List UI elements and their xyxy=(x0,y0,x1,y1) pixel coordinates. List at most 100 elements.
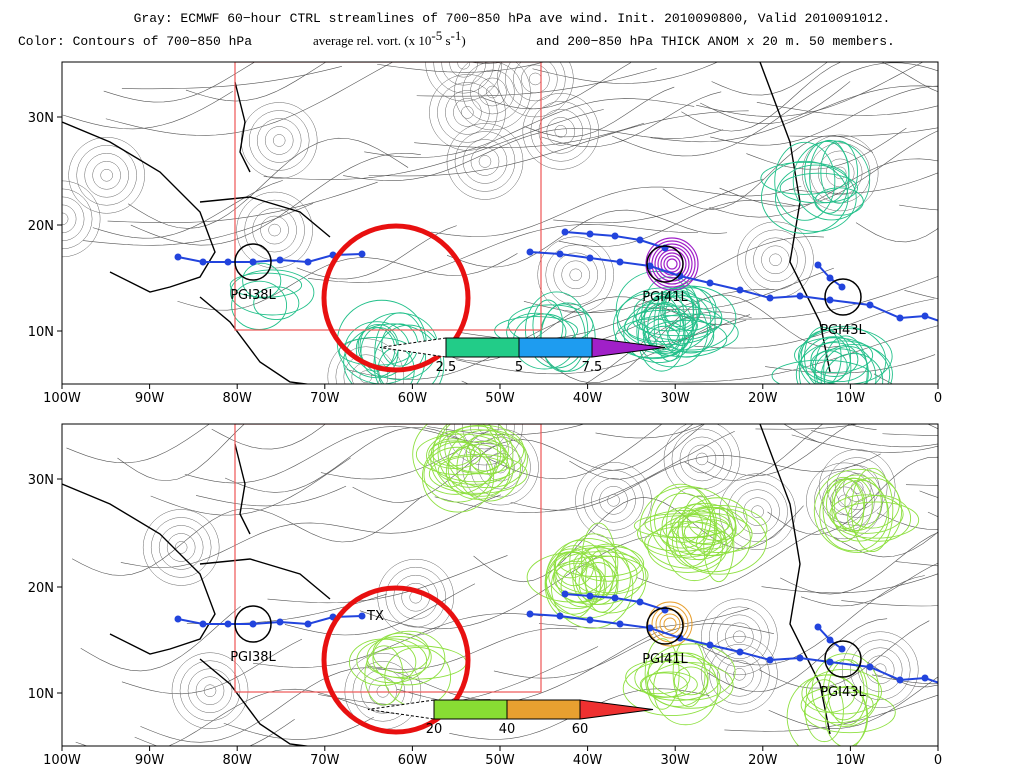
track-point xyxy=(766,656,774,664)
ensemble-contour xyxy=(412,424,499,495)
streamline xyxy=(611,62,938,157)
track xyxy=(177,253,363,264)
streamline xyxy=(343,128,724,181)
track-point xyxy=(921,674,929,682)
lat-label: 30N xyxy=(28,473,54,488)
track-point xyxy=(826,636,834,644)
lon-label: 10W xyxy=(836,753,866,768)
colorbar-box xyxy=(518,337,593,358)
streamline xyxy=(650,85,938,143)
streamline xyxy=(541,91,722,148)
streamline xyxy=(140,667,491,743)
streamline-eddy xyxy=(429,74,506,151)
streamline xyxy=(150,457,351,516)
ensemble-contour xyxy=(801,674,856,713)
streamline-eddy xyxy=(268,223,281,237)
streamline-eddy xyxy=(530,101,592,162)
title-sup: -5 xyxy=(431,28,442,43)
lon-label: 40W xyxy=(573,753,603,768)
ensemble-contour xyxy=(687,497,748,541)
title-part: s xyxy=(442,33,450,48)
streamline xyxy=(480,62,631,110)
ensemble-contour xyxy=(795,340,891,384)
streamline-eddy xyxy=(733,668,746,681)
ensemble-contour xyxy=(581,522,617,601)
ensemble-contour xyxy=(771,359,872,384)
map-panel: PGI38L PGI41L PGI43L xyxy=(62,62,938,384)
streamline-eddy xyxy=(554,125,568,138)
streamline-eddy xyxy=(743,497,772,526)
ensemble-contour xyxy=(823,335,868,384)
track-point xyxy=(636,236,644,244)
storm-label: PGI43L xyxy=(820,685,866,700)
streamline-eddy xyxy=(76,145,137,206)
streamline-eddy xyxy=(171,652,249,729)
storm-label: PGI41L xyxy=(642,652,688,667)
streamline-eddy xyxy=(709,606,770,668)
streamline xyxy=(882,433,938,436)
streamline-eddy xyxy=(769,253,782,267)
streamline xyxy=(195,485,347,507)
ensemble-contour xyxy=(469,440,509,475)
streamline xyxy=(681,62,938,132)
streamline-eddy xyxy=(478,424,491,434)
ensemble-contour xyxy=(647,325,680,353)
streamline-eddy xyxy=(343,354,389,384)
streamline xyxy=(710,85,938,146)
streamline-eddy xyxy=(709,644,770,705)
streamline-eddy xyxy=(327,338,405,384)
colorbar-label: 20 xyxy=(426,722,443,737)
ensemble-contour xyxy=(574,555,614,602)
streamline xyxy=(127,137,409,229)
streamline xyxy=(510,453,881,511)
title-part: ) xyxy=(461,33,465,48)
storm-circle xyxy=(234,605,272,643)
thick-core xyxy=(651,605,689,643)
track-point xyxy=(561,228,569,236)
ensemble-contour xyxy=(804,326,842,384)
streamline xyxy=(92,180,283,239)
streamline xyxy=(368,110,749,177)
ensemble-contour xyxy=(643,319,728,358)
streamline xyxy=(855,222,938,243)
ensemble-contour xyxy=(654,492,712,549)
streamline-eddy xyxy=(368,677,398,706)
ensemble-contour xyxy=(360,327,399,377)
streamline-eddy xyxy=(272,134,286,147)
ensemble-contour xyxy=(242,262,282,299)
streamline xyxy=(461,311,752,384)
streamline xyxy=(595,424,705,439)
ensemble-contour xyxy=(662,291,695,328)
colorbar-box xyxy=(445,337,520,358)
colorbar-label: 2.5 xyxy=(436,360,457,375)
streamline-eddy xyxy=(521,64,550,94)
streamline xyxy=(71,496,423,576)
streamline xyxy=(789,172,938,194)
track-point xyxy=(866,301,874,309)
streamline-eddy xyxy=(150,517,212,578)
ensemble-contour xyxy=(813,468,903,554)
title-part: average rel. vort. (x 10 xyxy=(313,33,431,48)
ensemble-contour xyxy=(760,161,848,195)
track-point xyxy=(896,314,904,322)
streamline-eddy xyxy=(174,541,188,554)
ensemble-contour xyxy=(844,477,900,529)
streamline-eddy xyxy=(701,598,778,676)
streamline-eddy xyxy=(461,106,474,119)
ensemble-contour xyxy=(786,674,868,746)
streamline xyxy=(706,424,938,477)
streamline-eddy xyxy=(264,126,294,155)
vort-core xyxy=(645,237,699,291)
streamline xyxy=(134,718,295,746)
streamline xyxy=(711,62,828,96)
streamline xyxy=(66,424,210,464)
lon-label: 30W xyxy=(660,753,690,768)
streamline-eddy xyxy=(260,215,289,245)
streamline-eddy xyxy=(727,481,788,542)
streamline-eddy xyxy=(158,525,204,570)
ensemble-contour xyxy=(663,287,717,331)
ensemble-contour xyxy=(366,636,432,678)
ensemble-contour xyxy=(804,679,844,743)
streamline xyxy=(780,532,938,595)
focus-box xyxy=(234,62,542,331)
